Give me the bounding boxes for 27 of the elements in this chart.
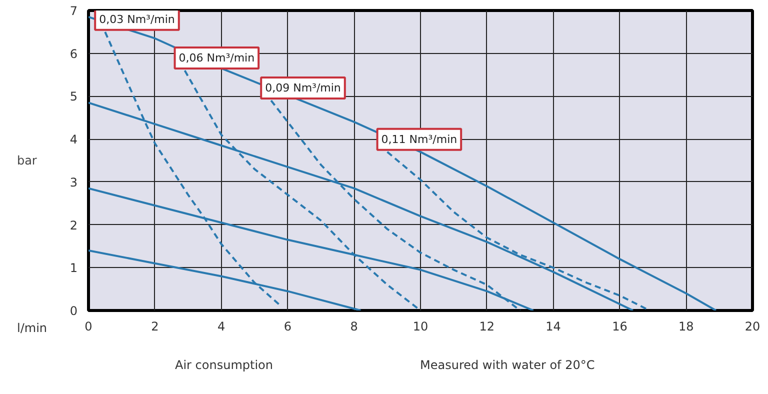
y-tick-label: 4 [70,132,78,147]
x-tick-label: 20 [744,320,760,334]
x-axis-title: l/min [17,320,48,337]
x-tick-label: 12 [479,320,495,334]
y-tick-label: 7 [70,4,78,18]
x-tick-label: 0 [84,320,92,334]
y-tick-label: 2 [70,218,78,232]
x-tick-label: 10 [412,320,428,334]
x-tick-label: 14 [546,320,561,334]
x-tick-label: 6 [284,320,292,334]
y-tick-label: 0 [70,304,78,318]
y-axis-title: bar [16,154,37,168]
text: Air consumption [175,357,273,374]
series-label: 0,06 Nm³/min [178,52,255,64]
series-label: 0,09 Nm³/min [265,82,341,94]
y-tick-label: 1 [70,261,78,276]
y-tick-label: 6 [70,46,78,61]
x-tick-label: 16 [612,320,628,334]
y-tick-label: 3 [70,175,78,190]
y-tick-label: 5 [70,90,78,104]
series-label: 0,11 Nm³/min [381,132,458,146]
text: Measured with water of 20°C [420,357,595,374]
x-tick-label: 2 [151,320,159,334]
x-tick-label: 18 [678,320,694,334]
x-tick-label: 4 [217,320,226,334]
series-label: 0,03 Nm³/min [99,12,175,26]
x-tick-label: 8 [350,320,358,334]
